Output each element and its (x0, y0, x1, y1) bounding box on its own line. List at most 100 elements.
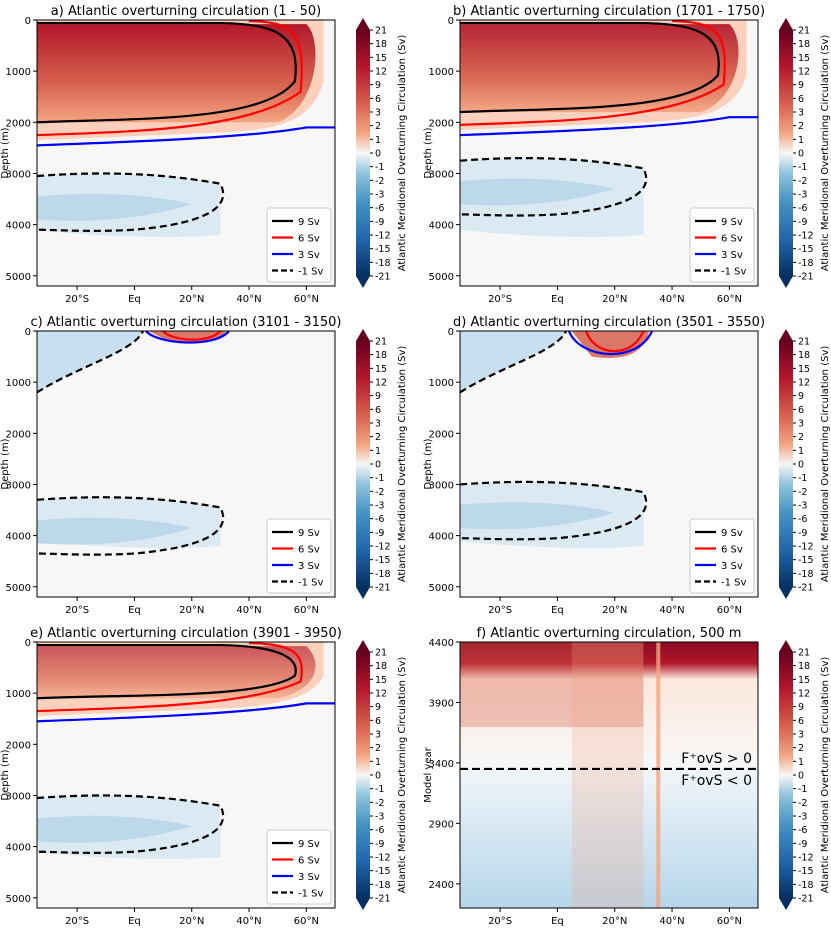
colorbar-tick-label: 1 (798, 135, 804, 146)
colorbar-tick-label: 21 (375, 648, 387, 659)
colorbar-tick-label: 3 (375, 108, 381, 119)
legend-label: 3 Sv (721, 250, 743, 261)
x-tick-label: 20°S (65, 294, 89, 305)
contour-3sv (460, 116, 758, 137)
y-tick-label: 2000 (6, 740, 31, 751)
colorbar-tick-label: -1 (375, 784, 384, 795)
axes-frame (36, 330, 336, 598)
x-tick-label: 40°N (236, 294, 261, 305)
colorbar-tick-label: -3 (798, 812, 807, 823)
axes-frame (459, 330, 759, 598)
x-tick-label: Eq (551, 294, 564, 305)
contour-minus1-surface (460, 331, 568, 394)
colorbar-tick-label: -2 (798, 176, 807, 187)
colorbar-tick-label: 18 (375, 39, 387, 50)
y-axis-label: Depth (m) (0, 127, 11, 178)
x-tick-label: 20°N (179, 916, 204, 927)
x-tick-label: 20°N (179, 605, 204, 616)
colorbar-tick-label: 0 (375, 771, 381, 782)
x-tick-label: 20°S (488, 294, 512, 305)
colorbar-tick-label: -2 (798, 487, 807, 498)
y-tick-label: 3000 (429, 169, 454, 180)
colorbar-tick-label: 12 (798, 378, 810, 389)
colorbar-tick-label: 15 (798, 364, 810, 375)
colorbar-tick-label: 18 (798, 661, 810, 672)
y-tick-label: 2400 (429, 880, 454, 891)
colorbar-tick-label: -9 (375, 528, 384, 539)
colorbar-tick-label: -18 (375, 569, 391, 580)
panel-1: 9 Sv 6 Sv 3 Sv -1 Sv b) Atlantic overturning… (423, 4, 831, 305)
colorbar-bottom-arrow (356, 587, 370, 599)
colorbar-tick-label: -12 (798, 853, 814, 864)
colorbar: 21181512963210-1-2-3-6-9-12-15-18-21Atla… (356, 329, 408, 599)
legend-box (266, 829, 332, 905)
legend: 9 Sv 6 Sv 3 Sv -1 Sv (266, 829, 332, 905)
colorbar-tick-label: 1 (375, 757, 381, 768)
x-tick-label: 60°N (717, 916, 742, 927)
deep-negative-core (460, 502, 615, 530)
legend-label: 3 Sv (298, 250, 320, 261)
legend-box (266, 207, 332, 283)
contour-minus1-deep (37, 794, 225, 854)
contour-6sv (585, 331, 645, 353)
y-tick-label: 0 (25, 16, 31, 27)
contour-3sv (567, 331, 653, 356)
colorbar-tick-label: 15 (375, 53, 387, 64)
colorbar-tick-label: 3 (798, 108, 804, 119)
y-axis-label: Model year (423, 746, 434, 802)
colorbar-tick-label: -15 (798, 555, 814, 566)
legend-label: 9 Sv (721, 528, 743, 539)
x-tick-label: 60°N (717, 294, 742, 305)
colorbar-tick-label: -21 (798, 894, 814, 905)
axes-frame (459, 19, 759, 287)
legend-label: 6 Sv (298, 856, 320, 867)
x-tick-label: 60°N (294, 294, 319, 305)
colorbar-tick-label: -12 (798, 231, 814, 242)
colorbar-tick-label: -15 (375, 866, 391, 877)
colorbar-tick-label: -6 (375, 203, 384, 214)
y-tick-label: 0 (25, 327, 31, 338)
colorbar-tick-label: -18 (375, 880, 391, 891)
colorbar-top-arrow (779, 329, 793, 341)
colorbar-tick-label: -9 (375, 217, 384, 228)
colorbar-tick-label: -15 (798, 866, 814, 877)
x-tick-label: 60°N (294, 605, 319, 616)
x-tick-label: Eq (551, 916, 564, 927)
legend-label: -1 Sv (721, 267, 746, 278)
y-tick-label: 2900 (429, 819, 454, 830)
y-tick-label: 0 (448, 327, 454, 338)
colorbar-body (356, 341, 370, 587)
panel-0: 9 Sv 6 Sv 3 Sv -1 Sv a) Atlantic overturning… (0, 4, 408, 305)
legend-label: -1 Sv (721, 578, 746, 589)
y-axis-label: Depth (m) (423, 127, 434, 178)
x-tick-label: 40°N (659, 605, 684, 616)
colorbar-tick-label: 2 (375, 743, 381, 754)
panels-group: 9 Sv 6 Sv 3 Sv -1 Sv a) Atlantic overturning… (0, 4, 831, 927)
colorbar-tick-label: 9 (375, 80, 381, 91)
legend-label: 9 Sv (298, 839, 320, 850)
colorbar-label: Atlantic Meridional Overturning Circulat… (820, 346, 831, 583)
y-tick-label: 3000 (6, 791, 31, 802)
colorbar-tick-label: 15 (798, 53, 810, 64)
colorbar-tick-label: 1 (798, 446, 804, 457)
y-tick-label: 3000 (6, 169, 31, 180)
x-tick-label: 40°N (236, 916, 261, 927)
panel-title: f) Atlantic overturning circulation, 500… (477, 626, 742, 641)
colorbar-label: Atlantic Meridional Overturning Circulat… (397, 346, 408, 583)
colorbar-tick-label: 15 (375, 675, 387, 686)
panel-4: 9 Sv 6 Sv 3 Sv -1 Sv e) Atlantic overturning… (0, 626, 408, 927)
x-tick-label: 20°N (602, 294, 627, 305)
colorbar-bottom-arrow (779, 276, 793, 288)
colorbar-tick-label: 18 (375, 350, 387, 361)
panel-5: F⁺ovS > 0 F⁺ovS < 0 f) Atlantic overturnin… (423, 626, 831, 927)
colorbar-tick-label: -9 (798, 839, 807, 850)
colorbar-tick-label: 0 (798, 771, 804, 782)
plot-area (37, 20, 335, 286)
surface-negative-cell (460, 331, 567, 393)
panel-title: c) Atlantic overturning circulation (310… (31, 315, 342, 330)
colorbar-tick-label: 9 (375, 391, 381, 402)
colorbar-tick-label: 2 (375, 432, 381, 443)
contour-9sv (460, 21, 720, 114)
positive-band (460, 642, 644, 728)
colorbar-tick-label: 12 (375, 67, 387, 78)
